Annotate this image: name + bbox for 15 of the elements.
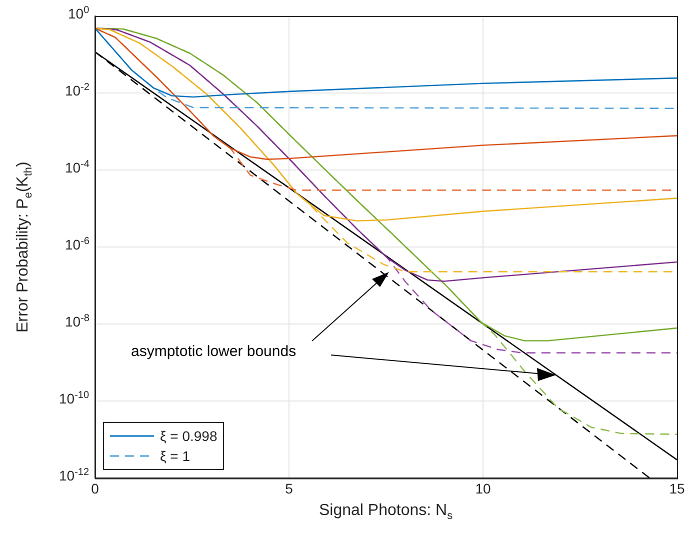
- x-tick-label: 5: [285, 480, 294, 496]
- annotation: asymptotic lower bounds: [131, 343, 296, 360]
- legend-label: ξ = 1: [160, 448, 190, 464]
- x-tick-label: 15: [669, 480, 685, 496]
- x-tick-label: 0: [91, 480, 100, 496]
- legend-label: ξ = 0.998: [160, 428, 218, 444]
- y-tick-label: 10$^{-10}$: [59, 390, 90, 406]
- y-tick-label: 10$^{-6}$: [65, 236, 90, 252]
- y-tick-label: 10$^{0}$: [68, 4, 90, 22]
- y-tick-label: 10$^{-2}$: [65, 82, 90, 98]
- y-tick-label: 10$^{-8}$: [65, 312, 90, 330]
- y-tick-label: 10$^{-12}$: [59, 466, 90, 484]
- x-axis-title: Signal Photons: N$_{s}$: [319, 502, 453, 522]
- y-tick-label: 10$^{-4}$: [65, 158, 90, 176]
- x-tick-label: 10: [475, 480, 491, 496]
